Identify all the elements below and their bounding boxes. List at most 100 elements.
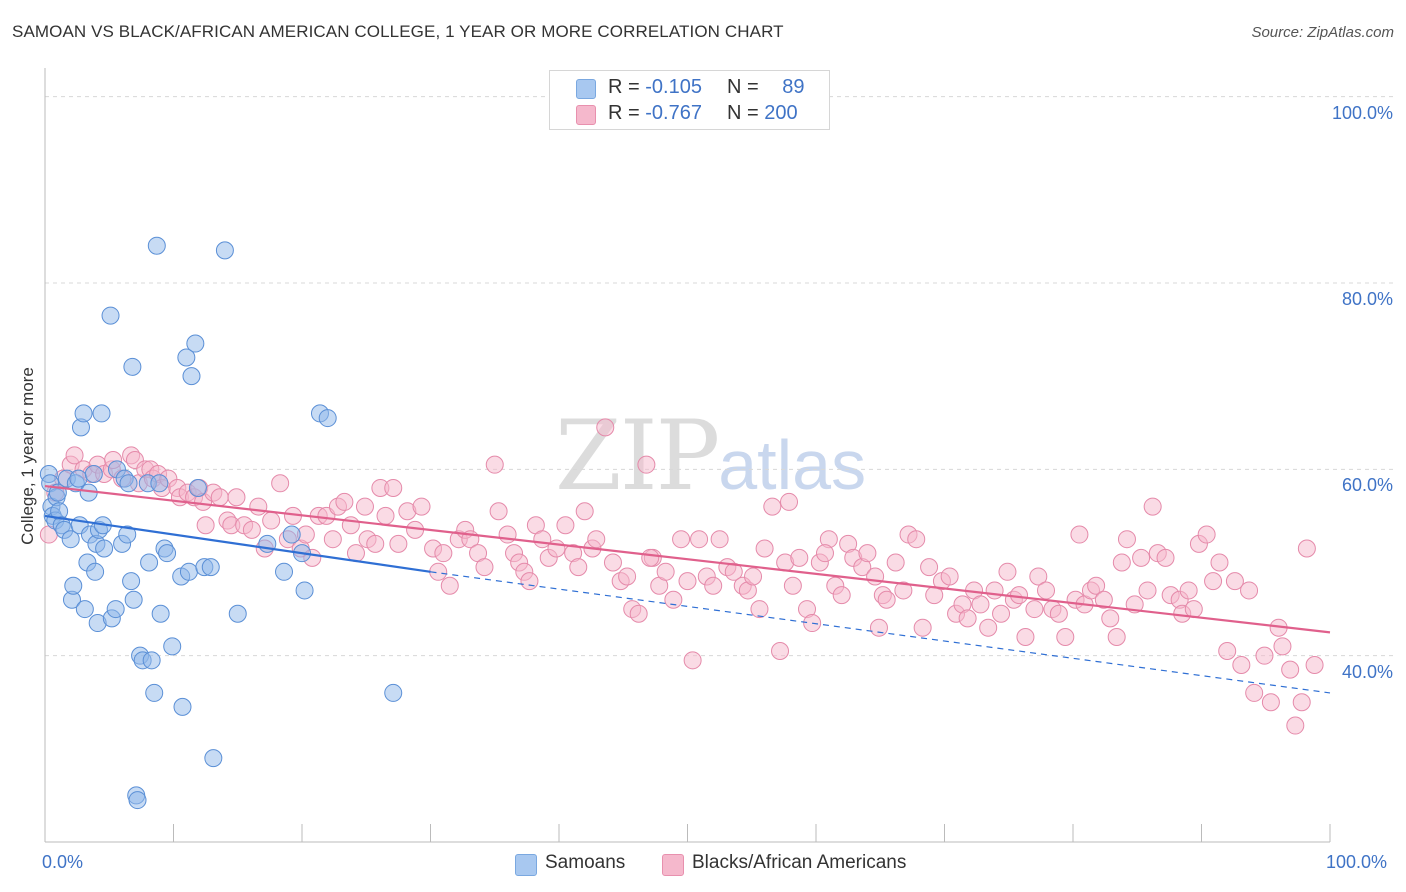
data-point bbox=[412, 497, 431, 516]
data-point bbox=[979, 618, 998, 637]
data-point bbox=[182, 367, 201, 386]
data-point bbox=[119, 474, 138, 493]
data-point bbox=[894, 581, 913, 600]
data-point bbox=[771, 642, 790, 660]
data-point bbox=[204, 749, 223, 768]
data-point bbox=[629, 604, 648, 623]
data-point bbox=[158, 544, 177, 563]
data-point bbox=[1292, 693, 1311, 712]
data-point bbox=[971, 595, 990, 614]
data-point bbox=[1112, 553, 1131, 572]
data-point bbox=[318, 409, 337, 428]
data-point bbox=[724, 562, 743, 581]
data-point bbox=[228, 604, 247, 623]
grid-lines bbox=[45, 96, 1393, 657]
data-point bbox=[384, 683, 403, 702]
legend-swatch-blacks bbox=[576, 105, 596, 125]
data-point bbox=[596, 418, 615, 437]
data-point bbox=[556, 516, 575, 535]
data-point bbox=[832, 586, 851, 605]
data-point bbox=[1107, 628, 1126, 647]
trend-line-blacks bbox=[44, 484, 1331, 634]
data-point bbox=[1037, 581, 1056, 600]
data-point bbox=[656, 562, 675, 581]
data-point bbox=[1261, 693, 1280, 712]
data-point bbox=[335, 492, 354, 511]
data-point bbox=[282, 525, 301, 544]
data-point bbox=[150, 474, 169, 493]
chart-title: SAMOAN VS BLACK/AFRICAN AMERICAN COLLEGE… bbox=[12, 22, 784, 41]
data-point bbox=[575, 502, 594, 521]
legend-label-blacks: Blacks/African Americans bbox=[692, 852, 907, 873]
axes bbox=[44, 68, 1331, 843]
data-point bbox=[1156, 548, 1175, 567]
data-point bbox=[858, 544, 877, 563]
data-point bbox=[434, 544, 453, 563]
data-point bbox=[1087, 576, 1106, 595]
y-tick-label: 40.0% bbox=[1341, 661, 1393, 682]
data-point bbox=[242, 520, 261, 539]
legend-swatch-blacks bbox=[662, 854, 684, 876]
data-point bbox=[69, 469, 88, 488]
data-point bbox=[177, 348, 196, 367]
data-point bbox=[1273, 637, 1292, 656]
data-point bbox=[790, 548, 809, 567]
data-point bbox=[86, 562, 105, 581]
data-point bbox=[815, 544, 834, 563]
data-point bbox=[587, 530, 606, 549]
data-point bbox=[118, 525, 137, 544]
data-point bbox=[520, 572, 539, 591]
data-point bbox=[1094, 590, 1113, 609]
data-point bbox=[485, 455, 504, 474]
data-point bbox=[295, 581, 314, 600]
data-point bbox=[1297, 539, 1316, 558]
data-point bbox=[74, 404, 93, 423]
data-point bbox=[1101, 609, 1120, 628]
legend-r-value: -0.767 bbox=[645, 102, 702, 124]
data-point bbox=[1218, 642, 1237, 660]
data-point bbox=[323, 530, 342, 549]
data-point bbox=[1240, 581, 1259, 600]
data-point bbox=[384, 478, 403, 497]
source-label: Source: ZipAtlas.com bbox=[1251, 24, 1394, 41]
data-point bbox=[140, 553, 159, 572]
series-blacks-points bbox=[39, 418, 1324, 735]
stats-legend: R = -0.105 N = 89 R = -0.767 N = 200 bbox=[549, 70, 830, 130]
data-point bbox=[886, 553, 905, 572]
data-point bbox=[1056, 628, 1075, 647]
legend-n-label: N = bbox=[727, 102, 759, 124]
data-point bbox=[92, 404, 111, 423]
legend-row-blacks: R = -0.767 N = 200 bbox=[550, 100, 829, 126]
y-tick-label: 80.0% bbox=[1341, 288, 1393, 309]
data-point bbox=[1010, 586, 1029, 605]
data-point bbox=[389, 534, 408, 553]
data-point bbox=[75, 600, 94, 619]
data-point bbox=[188, 478, 207, 497]
data-point bbox=[1179, 581, 1198, 600]
data-point bbox=[1197, 525, 1216, 544]
data-point bbox=[128, 791, 147, 810]
data-point bbox=[475, 558, 494, 577]
data-point bbox=[249, 497, 268, 516]
data-point bbox=[65, 446, 84, 465]
data-point bbox=[1132, 548, 1151, 567]
data-point bbox=[215, 241, 234, 260]
x-tick-max: 100.0% bbox=[1326, 852, 1388, 872]
data-point bbox=[1025, 600, 1044, 619]
data-point bbox=[744, 567, 763, 586]
data-point bbox=[163, 637, 182, 656]
data-point bbox=[690, 530, 709, 549]
data-point bbox=[1204, 572, 1223, 591]
data-point bbox=[940, 567, 959, 586]
data-point bbox=[64, 576, 83, 595]
data-point bbox=[106, 600, 125, 619]
data-point bbox=[366, 534, 385, 553]
legend-n-label: N = bbox=[727, 76, 759, 98]
data-point bbox=[95, 539, 114, 558]
data-point bbox=[1286, 716, 1305, 735]
data-point bbox=[985, 581, 1004, 600]
data-point bbox=[489, 502, 508, 521]
data-point bbox=[84, 464, 103, 483]
data-point bbox=[201, 558, 220, 577]
data-point bbox=[755, 539, 774, 558]
